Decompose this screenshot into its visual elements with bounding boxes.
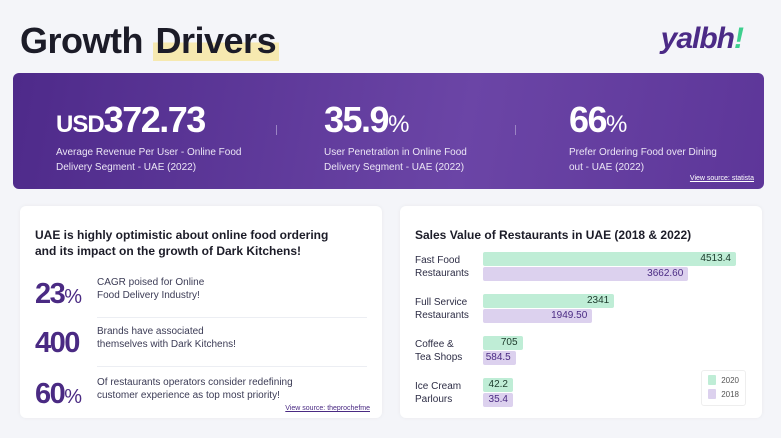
stat-suffix: %: [388, 111, 409, 138]
bar-2020: 42.2: [483, 378, 513, 392]
stat-row: 60% Of restaurants operators consider re…: [35, 370, 367, 410]
dark-kitchens-card: UAE is highly optimistic about online fo…: [20, 206, 382, 418]
row-suffix: %: [64, 286, 82, 308]
stat-row: 23% CAGR poised for Online Food Delivery …: [35, 270, 367, 318]
heading-line: UAE is highly optimistic about online fo…: [35, 228, 329, 242]
view-source-statista-link[interactable]: View source: statista: [689, 175, 754, 182]
stat-prefix: USD: [56, 111, 105, 138]
legend-label: 2020: [721, 375, 739, 385]
logo-text: yalbh: [660, 22, 735, 55]
stat-row: 400 Brands have associated themselves wit…: [35, 319, 367, 367]
legend-item-2018: 2018: [708, 389, 739, 399]
yalbh-logo: yalbh!: [660, 22, 744, 56]
chart-title: Sales Value of Restaurants in UAE (2018 …: [415, 228, 692, 242]
category-label: Tea Shops: [415, 352, 463, 363]
bar-2018: 584.5: [483, 351, 516, 365]
bar-2018: 3662.60: [483, 267, 689, 281]
category-label: Parlours: [415, 394, 453, 405]
row-text: CAGR poised for Online: [97, 277, 205, 288]
row-text: themselves with Dark Kitchens!: [97, 339, 236, 350]
divider: [97, 366, 367, 367]
chart-legend: 2020 2018: [701, 370, 746, 406]
row-value: 23: [35, 278, 66, 310]
bar-2020: 705: [483, 336, 523, 350]
stat-arpu: USD372.73 Average Revenue Per User - Onl…: [56, 99, 241, 175]
row-text: Of restaurants operators consider redefi…: [97, 377, 293, 388]
legend-swatch: [708, 389, 717, 399]
category-label: Restaurants: [415, 310, 469, 321]
category-label: Coffee &: [415, 339, 454, 350]
bar-label: 3662.60: [647, 268, 684, 279]
bar-2020: 4513.4: [483, 252, 736, 266]
bar-label: 2341: [586, 295, 610, 306]
stat-value: 372.73: [103, 99, 207, 140]
divider: [276, 125, 277, 135]
stat-prefer-ordering: 66% Prefer Ordering Food over Dining out …: [569, 99, 717, 175]
row-text: Brands have associated: [97, 326, 204, 337]
stat-suffix: %: [606, 111, 627, 138]
sales-value-chart: Sales Value of Restaurants in UAE (2018 …: [400, 206, 762, 418]
bar-label: 4513.4: [700, 253, 731, 264]
row-value: 60: [35, 378, 66, 410]
stat-desc: Prefer Ordering Food over Dining: [569, 147, 717, 158]
stats-banner: USD372.73 Average Revenue Per User - Onl…: [13, 73, 764, 189]
row-value: 400: [35, 327, 80, 359]
bar-label: 584.5: [485, 352, 511, 363]
bar-2020: 2341: [483, 294, 615, 308]
category-label: Restaurants: [415, 268, 469, 279]
category-label: Fast Food: [415, 255, 461, 266]
stat-desc: Delivery Segment - UAE (2022): [56, 162, 197, 173]
divider: [97, 317, 367, 318]
title-word: Growth: [20, 20, 143, 61]
stat-desc: Delivery Segment - UAE (2022): [324, 162, 465, 173]
title-highlight: Drivers: [152, 20, 280, 61]
legend-item-2020: 2020: [708, 375, 739, 385]
bar-label: 42.2: [488, 379, 508, 390]
stat-value: 35.9: [324, 99, 390, 140]
bar-2018: 1949.50: [483, 309, 593, 323]
bar-2018: 35.4: [483, 393, 513, 407]
stat-desc: out - UAE (2022): [569, 162, 645, 173]
heading-line: and its impact on the growth of Dark Kit…: [35, 244, 302, 258]
bar-label: 1949.50: [551, 310, 588, 321]
legend-label: 2018: [721, 389, 739, 399]
stat-penetration: 35.9% User Penetration in Online Food Del…: [324, 99, 467, 175]
row-text: customer experience as top most priority…: [97, 390, 280, 401]
row-suffix: %: [64, 386, 82, 408]
stat-value: 66: [569, 99, 608, 140]
bar-label: 705: [500, 337, 518, 348]
bar-label: 35.4: [488, 394, 508, 405]
map-pin-icon: !: [734, 22, 744, 55]
page-title: Growth Drivers: [20, 20, 280, 62]
view-source-theprochefme-link[interactable]: View source: theprochefme: [285, 405, 370, 412]
row-text: Food Delivery Industry!: [97, 290, 200, 301]
card-heading: UAE is highly optimistic about online fo…: [35, 227, 328, 259]
legend-swatch: [708, 375, 717, 385]
stat-desc: User Penetration in Online Food: [324, 147, 467, 158]
category-label: Ice Cream: [415, 381, 462, 392]
divider: [515, 125, 516, 135]
category-label: Full Service: [415, 297, 468, 308]
stat-desc: Average Revenue Per User - Online Food: [56, 147, 242, 158]
